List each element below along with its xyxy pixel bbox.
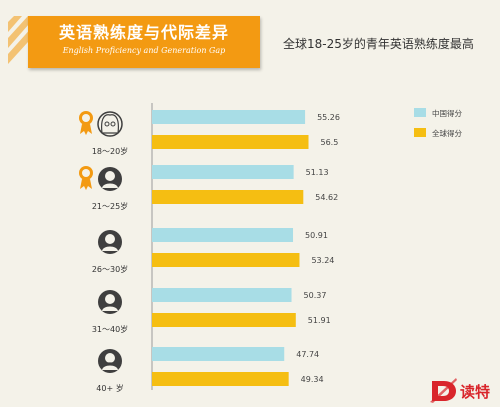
data-label: 54.62 xyxy=(315,193,338,202)
category-label: 40+ 岁 xyxy=(96,383,123,393)
bar-global xyxy=(152,190,304,204)
bar-global xyxy=(152,313,296,327)
bar-global xyxy=(152,135,309,149)
medal-icon xyxy=(79,166,93,190)
data-label: 53.24 xyxy=(311,256,334,265)
category-label: 18～20岁 xyxy=(92,146,128,156)
man-icon xyxy=(98,230,122,254)
young-man-icon xyxy=(98,167,122,191)
category-group: 47.74 49.34 40+ 岁 xyxy=(96,347,324,393)
legend-swatch xyxy=(414,108,426,117)
legend-swatch xyxy=(414,128,426,137)
data-label: 47.74 xyxy=(296,350,319,359)
data-label: 50.91 xyxy=(305,231,328,240)
category-label: 26～30岁 xyxy=(92,264,128,274)
chart-subtitle: 全球18-25岁的青年英语熟练度最高 xyxy=(283,37,474,51)
bar-global xyxy=(152,372,289,386)
category-label: 21～25岁 xyxy=(92,201,128,211)
data-label: 56.5 xyxy=(321,138,339,147)
category-group: 50.91 53.24 26～30岁 xyxy=(92,228,334,274)
category-group: 51.13 54.62 21～25岁 xyxy=(79,165,338,211)
chart-title: 英语熟练度与代际差异 xyxy=(58,23,229,42)
brand-logo: 读特 xyxy=(430,378,490,403)
data-label: 49.34 xyxy=(301,375,324,384)
older-woman-icon xyxy=(97,111,123,137)
bar-china xyxy=(152,347,285,361)
data-label: 50.37 xyxy=(304,291,327,300)
bar-global xyxy=(152,253,300,267)
legend-item: 全球得分 xyxy=(414,128,462,138)
chart-title-english: English Proficiency and Generation Gap xyxy=(62,46,226,55)
bar-china xyxy=(152,288,292,302)
category-label: 31～40岁 xyxy=(92,324,128,334)
data-label: 51.13 xyxy=(306,168,329,177)
title-banner: 英语熟练度与代际差异 English Proficiency and Gener… xyxy=(28,16,260,68)
bar-china xyxy=(152,165,294,179)
medal-icon xyxy=(79,111,93,135)
elder-man-icon xyxy=(98,349,122,373)
legend-item: 中国得分 xyxy=(414,108,462,118)
logo-text: 读特 xyxy=(460,383,490,401)
legend-label: 中国得分 xyxy=(432,108,462,118)
legend-label: 全球得分 xyxy=(432,128,462,138)
category-group: 50.37 51.91 31～40岁 xyxy=(92,288,331,334)
data-label: 51.91 xyxy=(308,316,331,325)
bar-china xyxy=(152,228,294,242)
bar-china xyxy=(152,110,306,124)
data-label: 55.26 xyxy=(317,113,340,122)
headset-man-icon xyxy=(98,290,122,314)
category-group: 55.26 56.5 18～20岁 xyxy=(79,110,340,156)
